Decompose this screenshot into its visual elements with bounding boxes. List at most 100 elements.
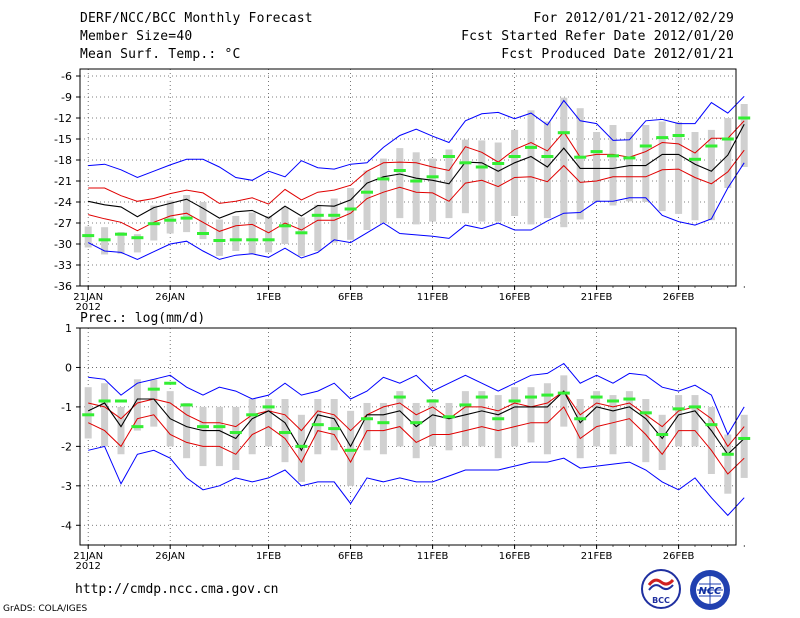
x-tick-label: 1FEB [256,292,281,303]
x-tick-label: 16FEB [499,551,531,562]
observed-marker [393,169,406,172]
range-box [232,216,240,251]
observed-marker [328,427,341,431]
observed-marker [82,234,95,238]
y-tick-label: -9 [61,91,72,104]
panel-prec: 1 0 -1 -2 -3 -4 21JAN 26JAN 1FEB 6FEB 11FEB 16FEB 21… [61,322,751,572]
range-box [494,395,502,459]
range-box [740,104,748,167]
observed-marker [246,238,259,242]
range-box [412,402,420,459]
y-tick-label: -2 [61,440,72,453]
range-box [379,402,387,455]
precip-panel-title: Prec.: log(mm/d) [80,311,205,326]
series-lower-line [87,406,745,475]
plot-frame [79,327,737,546]
series-upper-line [88,120,745,205]
svg-text:BCC: BCC [652,596,670,605]
range-box [560,375,568,427]
observed-marker [246,413,259,417]
series-lower-line [88,149,745,234]
range-box [707,406,715,474]
observed-marker [82,413,95,417]
range-box [314,204,322,251]
observed-marker [361,190,373,194]
series-mean-line [87,390,745,456]
range-box [707,129,715,221]
y-tick-label: -12 [54,112,72,125]
range-box [183,402,191,459]
y-tick-label: -24 [54,196,72,209]
observed-marker [147,387,160,391]
range-box [675,122,683,214]
x-tick-label: 6FEB [338,551,363,562]
x-tick-label: 11FEB [417,292,449,303]
x-year-label: 2012 [75,561,100,572]
x-tick-label: 11FEB [417,551,449,562]
y-tick-label: -30 [54,238,72,251]
observed-marker [164,218,177,222]
observed-marker [656,433,669,437]
observed-marker [131,425,144,429]
observed-marker [410,179,423,183]
observed-marker [459,161,472,165]
observed-marker [623,397,636,401]
range-box [625,132,633,202]
observed-marker [689,405,701,409]
y-tick-label: -1 [61,401,72,414]
range-box [593,391,601,447]
observed-marker [721,137,734,141]
observed-marker [607,399,619,403]
observed-marker [689,157,701,161]
range-box [412,152,420,225]
range-box [199,202,207,240]
observed-marker [705,423,718,427]
observed-marker [705,144,718,148]
range-box [314,399,322,455]
plot-frame [79,68,737,287]
observed-marker [574,155,587,159]
range-box [576,108,584,220]
observed-marker [180,403,193,407]
y-tick-label: -4 [61,519,72,532]
x-year-label: 2012 [75,302,100,313]
range-box [379,158,387,223]
range-box [297,414,305,482]
range-box [281,399,289,463]
range-box [658,414,666,471]
observed-marker [262,405,275,409]
observed-marker [443,155,455,158]
range-box [363,170,371,230]
observed-marker [262,238,275,242]
range-box [543,383,551,455]
x-tick-label: 26FEB [663,551,695,562]
observed-marker [590,395,603,399]
x-tick-label: 21FEB [581,292,613,303]
observed-marker [377,421,390,425]
x-tick-label: 26JAN [155,292,185,303]
observed-marker [279,224,291,228]
observed-marker [475,395,488,399]
y-tick-label: -33 [54,259,72,272]
range-box [445,402,453,451]
range-box [215,406,223,467]
range-box [396,148,404,219]
y-tick-label: -27 [54,217,72,230]
y-tick-label: -21 [54,175,72,188]
range-box [347,410,355,486]
range-box [527,387,535,443]
x-tick-label: 6FEB [338,292,363,303]
observed-marker [131,236,144,240]
observed-marker [328,213,341,217]
observed-marker [213,239,226,242]
range-box [724,434,732,494]
y-tick-label: 1 [65,322,72,335]
range-box [478,140,486,222]
range-box [199,406,207,467]
observed-marker [590,150,603,154]
range-box [494,142,502,222]
variable-label: Mean Surf. Temp.: °C [80,47,241,62]
range-box [133,379,141,431]
source-url[interactable]: http://cmdp.ncc.cma.gov.cn [75,582,279,597]
range-box [511,387,519,447]
